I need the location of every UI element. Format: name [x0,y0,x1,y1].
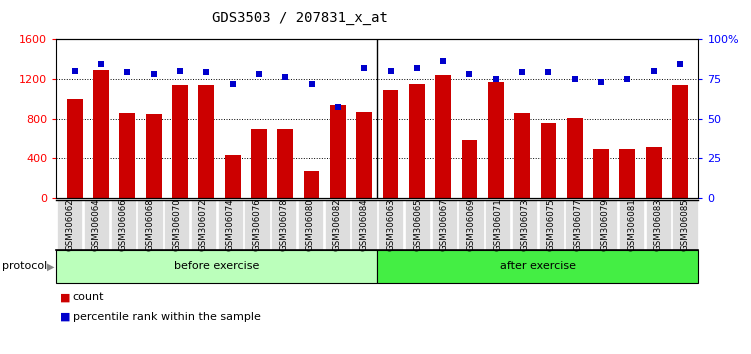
Bar [251,129,267,198]
Text: GSM306080: GSM306080 [306,198,315,251]
Bar [514,113,530,198]
Text: GSM306077: GSM306077 [574,198,583,251]
Text: GSM306070: GSM306070 [172,198,181,251]
Point [569,76,581,82]
Text: GSM306078: GSM306078 [279,198,288,251]
Text: ■: ■ [60,312,71,322]
Bar [356,112,372,198]
Bar [593,149,609,198]
Point [69,68,81,74]
Bar [409,84,425,198]
Point [253,71,265,77]
Text: GSM306072: GSM306072 [199,198,208,251]
Bar [67,99,83,198]
Bar [672,85,688,198]
Bar [172,85,188,198]
Point [674,62,686,67]
Bar [541,122,556,198]
Point [490,76,502,82]
Text: GSM306069: GSM306069 [466,199,475,251]
Point [385,68,397,74]
Point [227,81,239,86]
Point [332,105,344,110]
Point [148,71,160,77]
Point [358,65,370,70]
Bar [620,149,635,198]
Point [411,65,423,70]
Point [595,79,607,85]
Text: GSM306071: GSM306071 [493,198,502,251]
Text: before exercise: before exercise [174,261,260,272]
Point [122,70,134,75]
Bar [93,70,109,198]
Text: ■: ■ [60,292,71,302]
Point [516,70,528,75]
Point [201,70,213,75]
Text: percentile rank within the sample: percentile rank within the sample [73,312,261,322]
Bar [567,118,583,198]
Point [95,62,107,67]
Point [647,68,659,74]
Point [174,68,186,74]
Point [437,58,449,64]
Bar [277,129,293,198]
Text: GSM306083: GSM306083 [654,198,663,251]
Text: protocol: protocol [2,261,47,272]
Point [306,81,318,86]
Text: GSM306081: GSM306081 [627,198,636,251]
Bar [488,82,504,198]
Text: GSM306073: GSM306073 [520,198,529,251]
Bar [119,113,135,198]
Bar [436,75,451,198]
Point [542,70,554,75]
Text: GSM306084: GSM306084 [360,198,369,251]
Bar [225,155,240,198]
Point [279,74,291,80]
Text: GSM306066: GSM306066 [119,198,128,251]
Text: GSM306064: GSM306064 [92,198,101,251]
Bar [198,85,214,198]
Point [463,71,475,77]
Text: GSM306067: GSM306067 [440,198,449,251]
Bar [462,141,478,198]
Text: GSM306085: GSM306085 [680,198,689,251]
Text: GSM306065: GSM306065 [413,198,422,251]
Bar [383,90,399,198]
Text: GSM306076: GSM306076 [252,198,261,251]
Text: GSM306079: GSM306079 [600,199,609,251]
Text: ▶: ▶ [47,261,55,272]
Point [621,76,633,82]
Text: GSM306068: GSM306068 [146,198,155,251]
Text: after exercise: after exercise [500,261,576,272]
Text: GSM306062: GSM306062 [65,198,74,251]
Bar [146,114,161,198]
Bar [303,171,319,198]
Bar [646,148,662,198]
Bar [330,105,345,198]
Text: GSM306082: GSM306082 [333,198,342,251]
Text: GDS3503 / 207831_x_at: GDS3503 / 207831_x_at [213,11,388,25]
Text: GSM306074: GSM306074 [226,198,235,251]
Text: GSM306075: GSM306075 [547,198,556,251]
Text: count: count [73,292,104,302]
Text: GSM306063: GSM306063 [386,198,395,251]
